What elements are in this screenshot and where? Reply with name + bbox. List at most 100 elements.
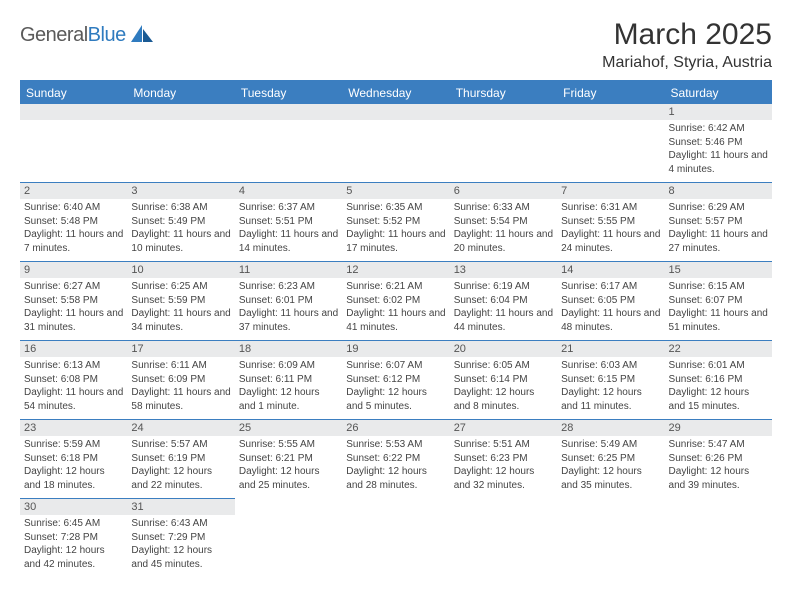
- sunrise-line: Sunrise: 6:31 AM: [561, 201, 660, 215]
- sunrise-line: Sunrise: 6:17 AM: [561, 280, 660, 294]
- daylight-line: Daylight: 12 hours and 25 minutes.: [239, 465, 338, 492]
- logo: General Blue: [20, 24, 153, 47]
- calendar-row: 2Sunrise: 6:40 AMSunset: 5:48 PMDaylight…: [20, 183, 772, 262]
- sunrise-line: Sunrise: 6:25 AM: [131, 280, 230, 294]
- column-header: Thursday: [450, 82, 557, 104]
- calendar-cell: 18Sunrise: 6:09 AMSunset: 6:11 PMDayligh…: [235, 341, 342, 420]
- daylight-line: Daylight: 12 hours and 35 minutes.: [561, 465, 660, 492]
- sunrise-line: Sunrise: 6:35 AM: [346, 201, 445, 215]
- sunset-line: Sunset: 6:14 PM: [454, 373, 553, 387]
- calendar-cell: 14Sunrise: 6:17 AMSunset: 6:05 PMDayligh…: [557, 262, 664, 341]
- sunset-line: Sunset: 5:52 PM: [346, 215, 445, 229]
- daylight-line: Daylight: 11 hours and 10 minutes.: [131, 228, 230, 255]
- calendar-cell: 12Sunrise: 6:21 AMSunset: 6:02 PMDayligh…: [342, 262, 449, 341]
- day-number: 15: [665, 262, 772, 278]
- day-number: 5: [342, 183, 449, 199]
- daylight-line: Daylight: 11 hours and 7 minutes.: [24, 228, 123, 255]
- column-header: Tuesday: [235, 82, 342, 104]
- day-number: 14: [557, 262, 664, 278]
- sunrise-line: Sunrise: 5:49 AM: [561, 438, 660, 452]
- sunset-line: Sunset: 6:25 PM: [561, 452, 660, 466]
- calendar-cell: 11Sunrise: 6:23 AMSunset: 6:01 PMDayligh…: [235, 262, 342, 341]
- sunrise-line: Sunrise: 6:15 AM: [669, 280, 768, 294]
- calendar-cell: 6Sunrise: 6:33 AMSunset: 5:54 PMDaylight…: [450, 183, 557, 262]
- calendar-cell-empty: [665, 499, 772, 578]
- daylight-line: Daylight: 12 hours and 32 minutes.: [454, 465, 553, 492]
- sunrise-line: Sunrise: 6:07 AM: [346, 359, 445, 373]
- calendar-cell: 16Sunrise: 6:13 AMSunset: 6:08 PMDayligh…: [20, 341, 127, 420]
- daylight-line: Daylight: 12 hours and 42 minutes.: [24, 544, 123, 571]
- day-number: 16: [20, 341, 127, 357]
- calendar-cell: 4Sunrise: 6:37 AMSunset: 5:51 PMDaylight…: [235, 183, 342, 262]
- sunrise-line: Sunrise: 6:05 AM: [454, 359, 553, 373]
- sunrise-line: Sunrise: 6:09 AM: [239, 359, 338, 373]
- column-header: Friday: [557, 82, 664, 104]
- sunset-line: Sunset: 6:01 PM: [239, 294, 338, 308]
- empty-daynum-bar: [127, 104, 234, 120]
- calendar-cell: 23Sunrise: 5:59 AMSunset: 6:18 PMDayligh…: [20, 420, 127, 499]
- calendar-cell: 25Sunrise: 5:55 AMSunset: 6:21 PMDayligh…: [235, 420, 342, 499]
- calendar-cell-empty: [557, 499, 664, 578]
- sunrise-line: Sunrise: 6:40 AM: [24, 201, 123, 215]
- sunset-line: Sunset: 5:51 PM: [239, 215, 338, 229]
- calendar-cell-empty: [235, 499, 342, 578]
- calendar-row: 23Sunrise: 5:59 AMSunset: 6:18 PMDayligh…: [20, 420, 772, 499]
- daylight-line: Daylight: 12 hours and 39 minutes.: [669, 465, 768, 492]
- sunrise-line: Sunrise: 5:47 AM: [669, 438, 768, 452]
- sunrise-line: Sunrise: 6:01 AM: [669, 359, 768, 373]
- calendar-cell: 24Sunrise: 5:57 AMSunset: 6:19 PMDayligh…: [127, 420, 234, 499]
- sunset-line: Sunset: 6:16 PM: [669, 373, 768, 387]
- calendar-row: 16Sunrise: 6:13 AMSunset: 6:08 PMDayligh…: [20, 341, 772, 420]
- sunrise-line: Sunrise: 6:42 AM: [669, 122, 768, 136]
- calendar-cell-empty: [342, 104, 449, 183]
- day-number: 30: [20, 499, 127, 515]
- calendar-table: SundayMondayTuesdayWednesdayThursdayFrid…: [20, 82, 772, 577]
- calendar-row: 9Sunrise: 6:27 AMSunset: 5:58 PMDaylight…: [20, 262, 772, 341]
- day-number: 2: [20, 183, 127, 199]
- calendar-cell-empty: [342, 499, 449, 578]
- day-number: 10: [127, 262, 234, 278]
- logo-text-general: General: [20, 24, 88, 47]
- daylight-line: Daylight: 12 hours and 1 minute.: [239, 386, 338, 413]
- sunrise-line: Sunrise: 6:43 AM: [131, 517, 230, 531]
- day-number: 24: [127, 420, 234, 436]
- day-number: 3: [127, 183, 234, 199]
- daylight-line: Daylight: 12 hours and 8 minutes.: [454, 386, 553, 413]
- calendar-cell: 27Sunrise: 5:51 AMSunset: 6:23 PMDayligh…: [450, 420, 557, 499]
- column-header: Sunday: [20, 82, 127, 104]
- calendar-cell-empty: [20, 104, 127, 183]
- day-number: 21: [557, 341, 664, 357]
- sunset-line: Sunset: 5:46 PM: [669, 136, 768, 150]
- calendar-row: 30Sunrise: 6:45 AMSunset: 7:28 PMDayligh…: [20, 499, 772, 578]
- calendar-cell: 10Sunrise: 6:25 AMSunset: 5:59 PMDayligh…: [127, 262, 234, 341]
- daylight-line: Daylight: 11 hours and 34 minutes.: [131, 307, 230, 334]
- daylight-line: Daylight: 12 hours and 45 minutes.: [131, 544, 230, 571]
- daylight-line: Daylight: 12 hours and 15 minutes.: [669, 386, 768, 413]
- day-number: 12: [342, 262, 449, 278]
- calendar-cell: 15Sunrise: 6:15 AMSunset: 6:07 PMDayligh…: [665, 262, 772, 341]
- sunset-line: Sunset: 6:02 PM: [346, 294, 445, 308]
- calendar-body: 1Sunrise: 6:42 AMSunset: 5:46 PMDaylight…: [20, 104, 772, 577]
- daylight-line: Daylight: 12 hours and 28 minutes.: [346, 465, 445, 492]
- sunrise-line: Sunrise: 6:27 AM: [24, 280, 123, 294]
- daylight-line: Daylight: 11 hours and 14 minutes.: [239, 228, 338, 255]
- sunset-line: Sunset: 7:28 PM: [24, 531, 123, 545]
- daylight-line: Daylight: 11 hours and 17 minutes.: [346, 228, 445, 255]
- sunset-line: Sunset: 6:09 PM: [131, 373, 230, 387]
- sunrise-line: Sunrise: 6:45 AM: [24, 517, 123, 531]
- day-number: 17: [127, 341, 234, 357]
- sunset-line: Sunset: 6:04 PM: [454, 294, 553, 308]
- sunrise-line: Sunrise: 5:51 AM: [454, 438, 553, 452]
- day-number: 6: [450, 183, 557, 199]
- sail-icon: [131, 25, 153, 43]
- sunset-line: Sunset: 5:48 PM: [24, 215, 123, 229]
- sunset-line: Sunset: 6:26 PM: [669, 452, 768, 466]
- sunset-line: Sunset: 6:07 PM: [669, 294, 768, 308]
- sunrise-line: Sunrise: 6:19 AM: [454, 280, 553, 294]
- daylight-line: Daylight: 11 hours and 54 minutes.: [24, 386, 123, 413]
- sunrise-line: Sunrise: 6:23 AM: [239, 280, 338, 294]
- daylight-line: Daylight: 11 hours and 31 minutes.: [24, 307, 123, 334]
- calendar-cell: 1Sunrise: 6:42 AMSunset: 5:46 PMDaylight…: [665, 104, 772, 183]
- daylight-line: Daylight: 11 hours and 48 minutes.: [561, 307, 660, 334]
- sunrise-line: Sunrise: 6:33 AM: [454, 201, 553, 215]
